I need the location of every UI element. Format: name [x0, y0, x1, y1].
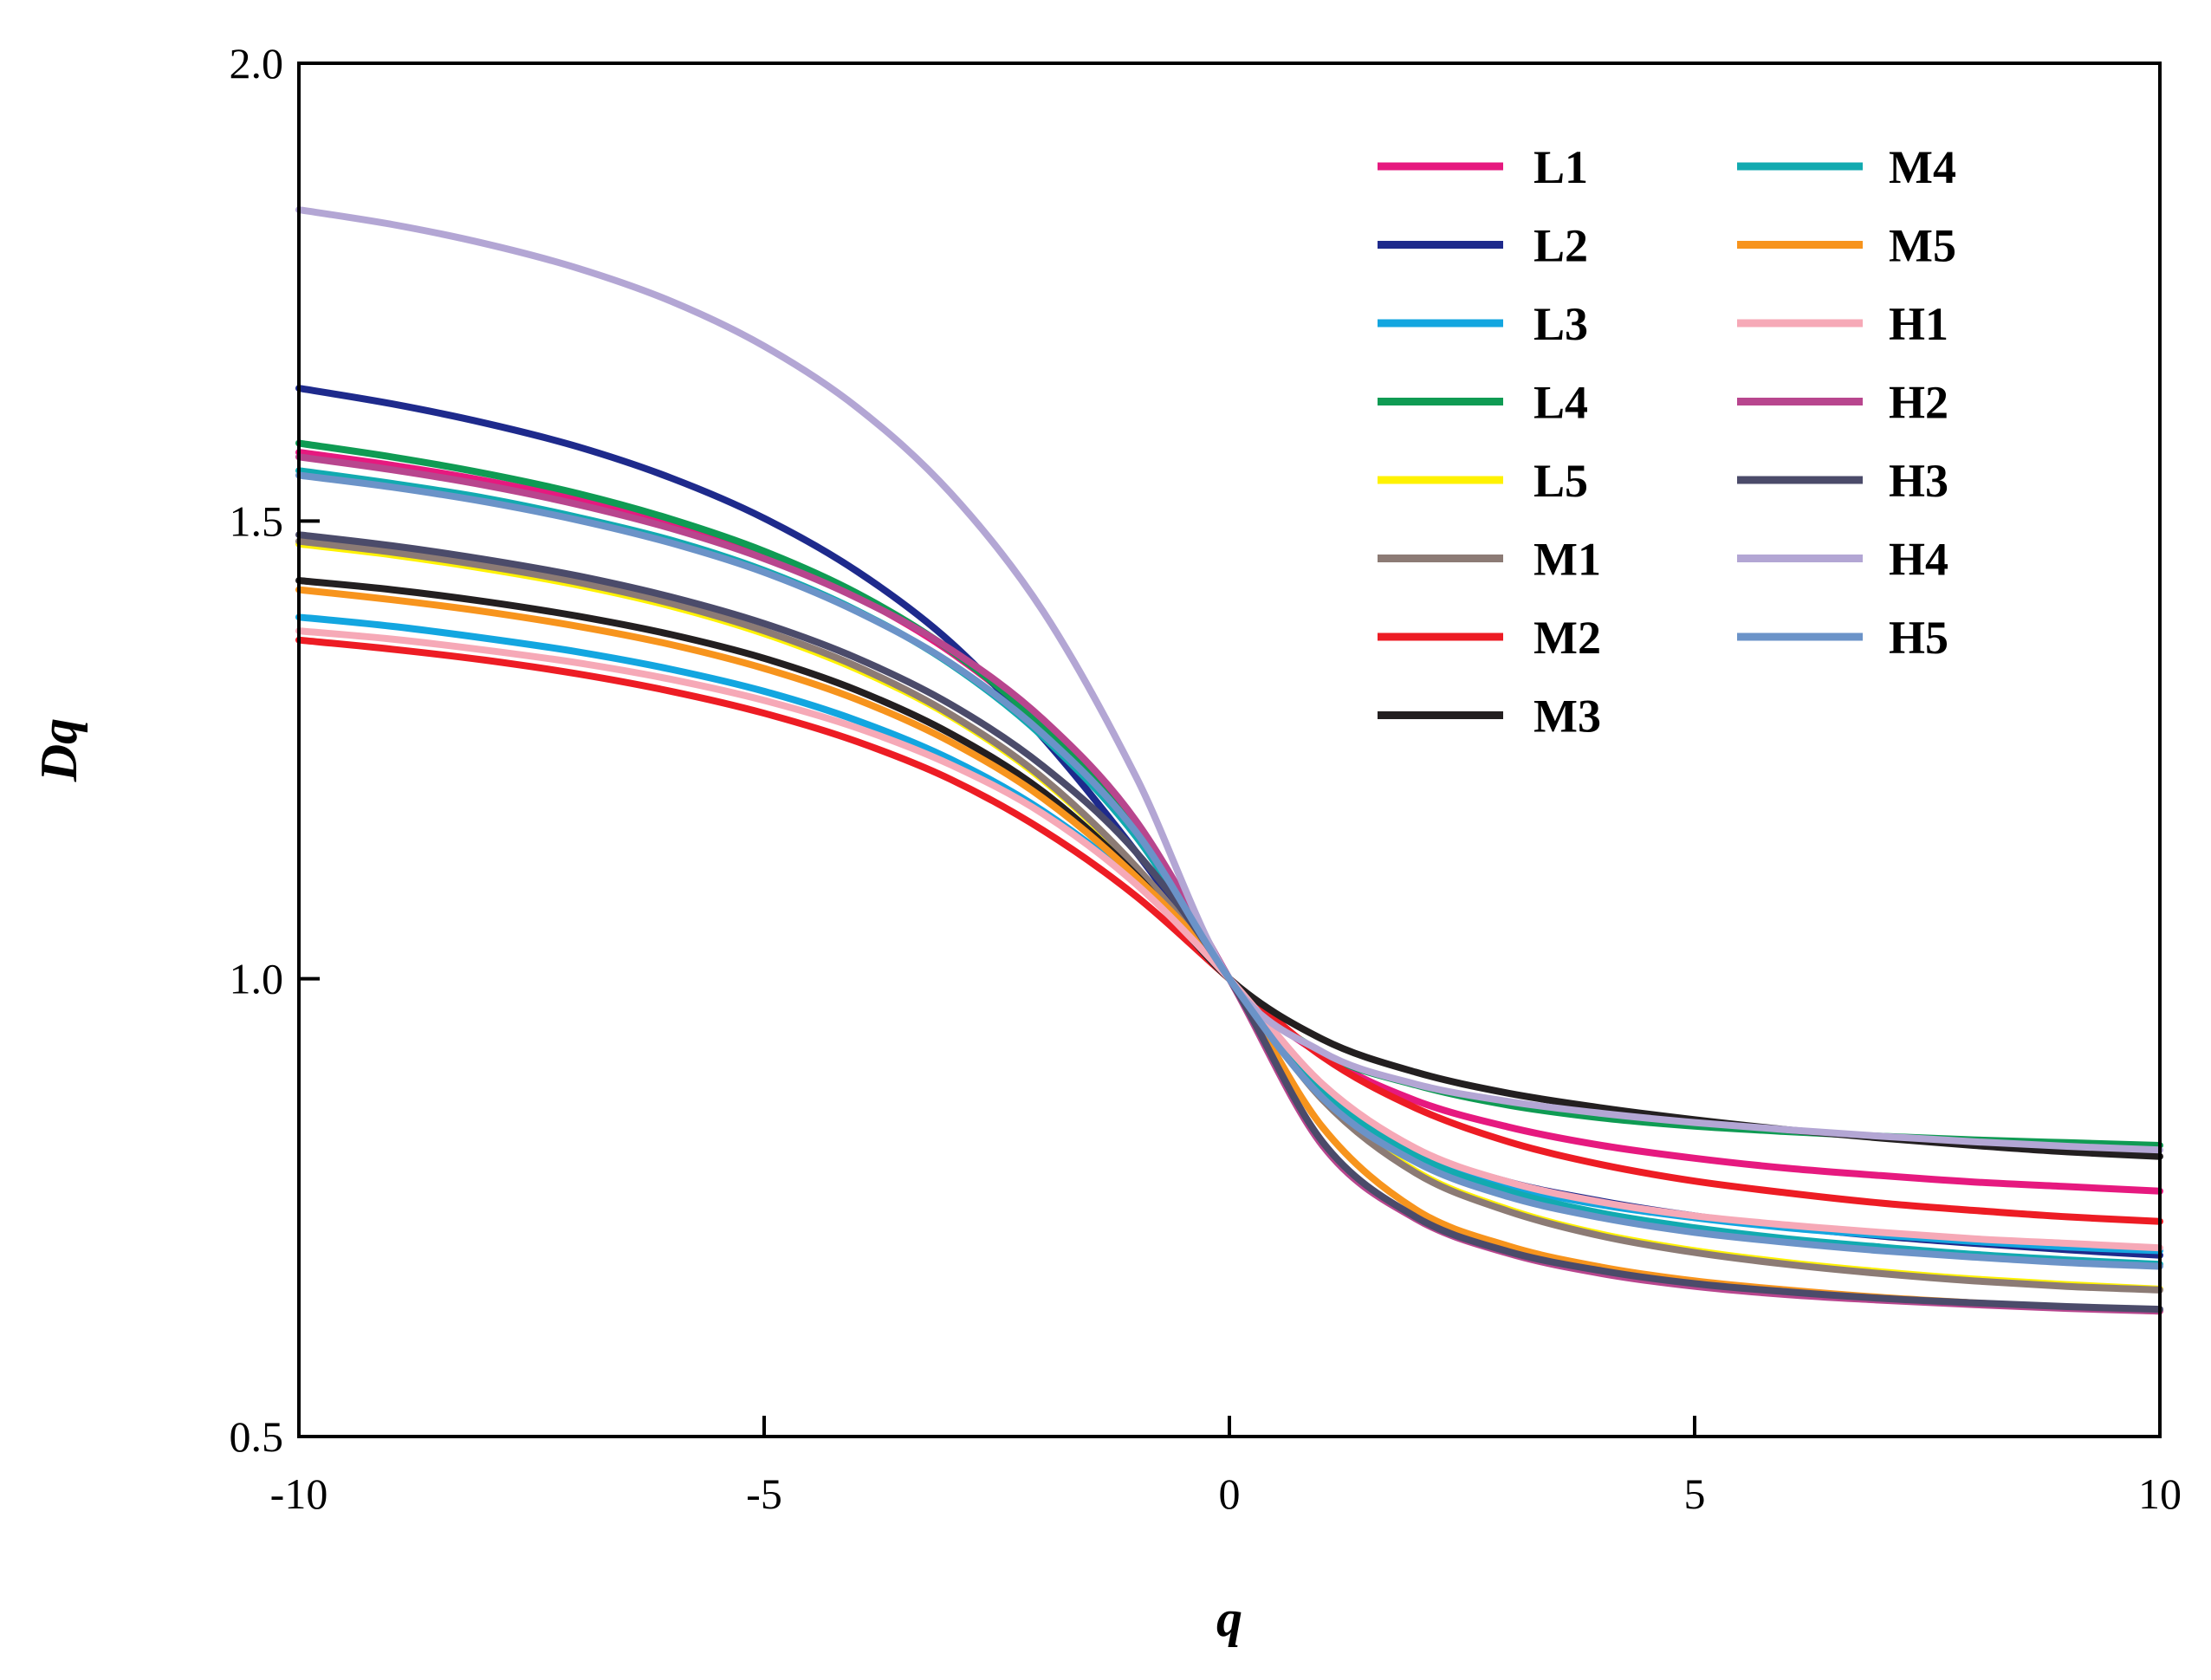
series-line-h4 [295, 206, 2163, 1154]
legend-label-l2: L2 [1533, 220, 1588, 272]
y-tick-label: 1.0 [230, 955, 284, 1003]
series-line-m3 [295, 577, 2163, 1160]
legend-label-m3: M3 [1533, 691, 1601, 743]
legend-label-h4: H4 [1889, 534, 1948, 586]
legend-label-h2: H2 [1889, 377, 1948, 429]
x-tick-label: -5 [746, 1469, 782, 1518]
legend-label-h1: H1 [1889, 298, 1948, 350]
legend-label-l1: L1 [1533, 141, 1588, 193]
series-line-l3 [295, 613, 2163, 1255]
x-tick-label: 0 [1219, 1469, 1241, 1518]
y-tick-label: 1.5 [230, 496, 284, 545]
series-line-l4 [295, 439, 2163, 1149]
legend-label-m4: M4 [1889, 141, 1956, 193]
legend-label-m1: M1 [1533, 534, 1601, 586]
x-tick-label: 5 [1684, 1469, 1706, 1518]
legend-label-h3: H3 [1889, 455, 1948, 507]
series-line-l1 [295, 449, 2163, 1195]
series-line-h5 [295, 471, 2163, 1270]
axis-ticks [297, 62, 2162, 1438]
series-layer [295, 206, 2163, 1315]
x-tick-label: 10 [2138, 1469, 2182, 1518]
x-axis-title: q [1216, 1590, 1242, 1647]
legend-label-m2: M2 [1533, 612, 1601, 664]
x-tick-label: -10 [270, 1469, 328, 1518]
legend-label-m5: M5 [1889, 220, 1956, 272]
legend-label-h5: H5 [1889, 612, 1948, 664]
y-axis-title: Dq [30, 718, 88, 782]
axis-tick-labels: -10 -5 0 5 10 0.5 1.0 1.5 2.0 [230, 39, 2182, 1518]
y-tick-label: 2.0 [230, 39, 284, 88]
legend-label-l5: L5 [1533, 455, 1588, 507]
legend-label-l3: L3 [1533, 298, 1588, 350]
legend: L1 L2 L3 L4 L5 M1 M2 M3 M4 M5 H1 H2 H3 H4 H5 [1378, 141, 1956, 743]
series-line-h1 [295, 627, 2163, 1252]
series-line-m4 [295, 467, 2163, 1268]
legend-label-l4: L4 [1533, 377, 1588, 429]
y-tick-label: 0.5 [230, 1412, 284, 1461]
